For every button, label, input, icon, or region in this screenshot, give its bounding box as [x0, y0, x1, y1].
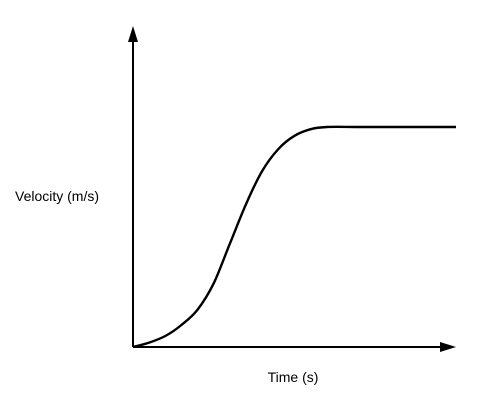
x-axis-arrowhead	[440, 342, 456, 352]
y-axis-arrowhead	[128, 26, 138, 42]
x-axis-label: Time (s)	[268, 369, 319, 385]
velocity-curve	[132, 125, 456, 349]
y-axis-label: Velocity (m/s)	[15, 188, 99, 204]
